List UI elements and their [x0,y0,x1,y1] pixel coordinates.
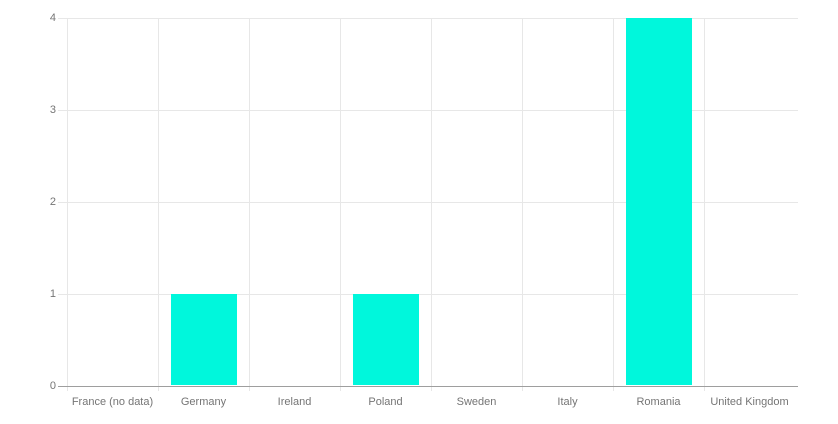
v-gridline [248,18,250,391]
v-gridline [339,18,341,391]
h-gridline [58,293,798,295]
x-axis-label: Ireland [277,396,312,408]
v-gridline [612,18,614,391]
h-gridline [58,17,798,19]
x-axis-label: Sweden [456,396,497,408]
v-gridline [703,18,705,391]
bar-romania [625,18,692,385]
x-axis-line [58,385,798,387]
h-gridline [58,201,798,203]
x-axis-label: Poland [368,396,403,408]
x-axis-label: United Kingdom [710,396,789,408]
v-gridline [430,18,432,391]
v-gridline [157,18,159,391]
bar-poland [352,294,419,385]
y-axis-tick-label: 1 [49,287,56,300]
x-axis-label: Italy [557,396,578,408]
x-axis-label: Germany [180,396,227,408]
y-axis-tick-label: 0 [49,379,56,392]
y-axis-tick-label: 2 [49,195,56,208]
bar-germany [170,294,237,385]
v-gridline [521,18,523,391]
h-gridline [58,109,798,111]
y-axis-tick-label: 3 [49,103,56,116]
y-axis-tick-label: 4 [49,11,56,24]
x-axis-label: Romania [636,396,681,408]
x-axis-label: France (no data) [71,396,154,408]
v-gridline [66,18,68,391]
